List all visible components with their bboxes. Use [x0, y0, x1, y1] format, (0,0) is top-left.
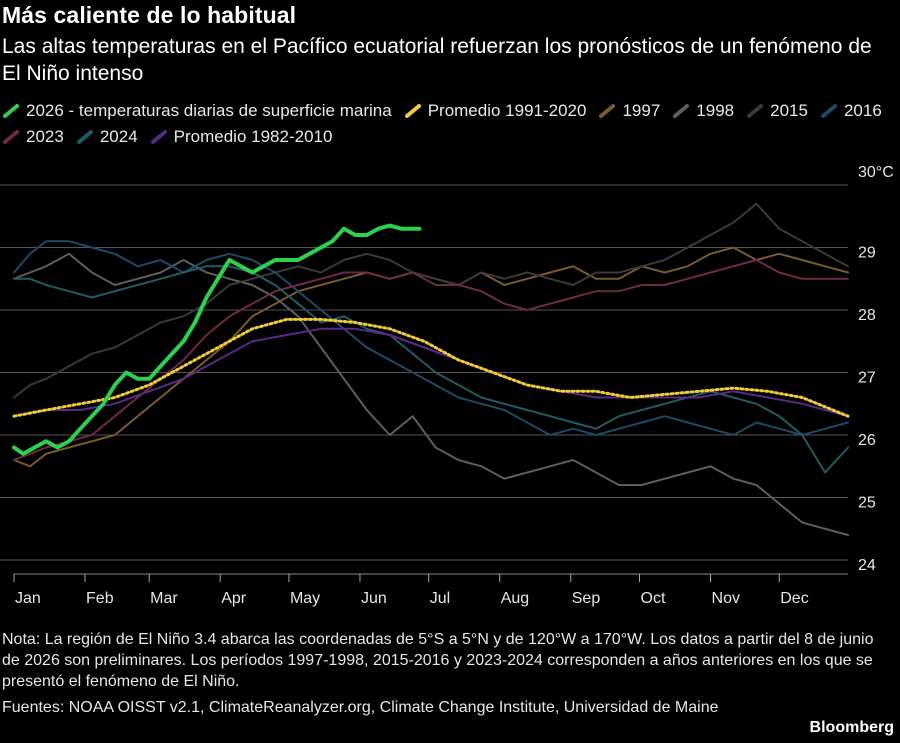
series-line-3 — [14, 241, 848, 435]
legend-label: 1997 — [622, 100, 660, 122]
legend-swatch — [820, 104, 838, 118]
legend-label: Promedio 1982-2010 — [174, 126, 333, 148]
legend-swatch — [672, 104, 690, 118]
legend-label: 2016 — [844, 100, 882, 122]
y-tick-label: 25 — [858, 495, 876, 512]
series-line-4 — [14, 260, 848, 460]
x-tick-label: Sep — [572, 590, 601, 607]
legend-label: Promedio 1991-2020 — [428, 100, 587, 122]
x-tick-label: Oct — [641, 590, 666, 607]
x-tick-label: Dec — [780, 590, 808, 607]
legend-item: 2016 — [820, 100, 882, 122]
legend-swatch — [746, 104, 764, 118]
x-tick-label: Feb — [86, 590, 114, 607]
legend-label: 2026 - temperaturas diarias de superfici… — [26, 100, 392, 122]
legend-item: 1998 — [672, 100, 734, 122]
legend-item: 2024 — [76, 126, 138, 148]
footnote: Nota: La región de El Niño 3.4 abarca la… — [2, 629, 892, 692]
legend-swatch — [2, 104, 20, 118]
y-axis-labels: 24 25 26 27 28 29 30°C — [858, 164, 894, 574]
line-chart: 24 25 26 27 28 29 30°C Jan Feb Mar Apr May Jun Jul Au… — [0, 150, 900, 610]
chart-title: Más caliente de lo habitual — [2, 2, 296, 29]
legend-swatch — [150, 130, 168, 144]
legend-label: 2023 — [26, 126, 64, 148]
x-tick-label: May — [290, 590, 320, 607]
x-tick-label: Mar — [150, 590, 178, 607]
legend-label: 2015 — [770, 100, 808, 122]
chart-legend: 2026 - temperaturas diarias de superfici… — [2, 100, 897, 148]
legend-swatch — [598, 104, 616, 118]
legend-row: 2026 - temperaturas diarias de superfici… — [2, 100, 897, 148]
legend-item: 2023 — [2, 126, 64, 148]
y-tick-label: 26 — [858, 432, 876, 449]
series-line-0 — [14, 248, 848, 467]
y-tick-label: 28 — [858, 307, 876, 324]
series-lines — [14, 204, 848, 535]
y-tick-label: 30°C — [858, 164, 894, 181]
x-tick-label: Apr — [221, 590, 247, 607]
brand-logo: Bloomberg — [810, 719, 894, 737]
x-tick-label: Jun — [361, 590, 387, 607]
x-tick-label: Aug — [501, 590, 529, 607]
sources-text: Fuentes: NOAA OISST v2.1, ClimateReanaly… — [2, 697, 719, 718]
legend-item: Promedio 1991-2020 — [404, 100, 587, 122]
y-tick-label: 29 — [858, 245, 876, 262]
x-axis-labels: Jan Feb Mar Apr May Jun Jul Aug Sep Oct Nov Dec — [14, 574, 809, 607]
legend-item: 1997 — [598, 100, 660, 122]
x-tick-label: Jul — [430, 590, 450, 607]
x-tick-label: Nov — [712, 590, 740, 607]
legend-swatch — [404, 104, 422, 118]
chart-subtitle: Las altas temperaturas en el Pacífico ec… — [2, 33, 892, 87]
legend-swatch — [76, 130, 94, 144]
y-tick-label: 27 — [858, 370, 876, 387]
legend-label: 2024 — [100, 126, 138, 148]
legend-swatch — [2, 130, 20, 144]
legend-label: 1998 — [696, 100, 734, 122]
x-tick-label: Jan — [15, 590, 41, 607]
legend-item: Promedio 1982-2010 — [150, 126, 333, 148]
y-tick-label: 24 — [858, 557, 876, 574]
legend-item: 2026 - temperaturas diarias de superfici… — [2, 100, 392, 122]
legend-item: 2015 — [746, 100, 808, 122]
